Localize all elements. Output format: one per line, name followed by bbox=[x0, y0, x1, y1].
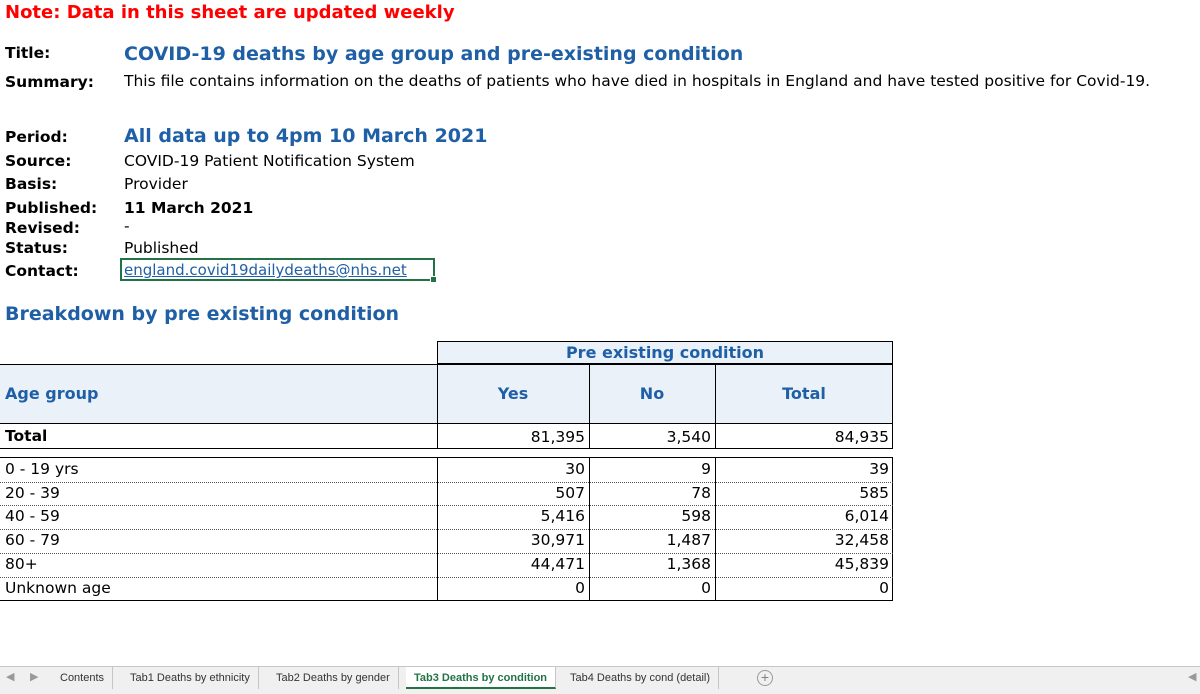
contact-label: Contact: bbox=[5, 262, 79, 280]
row-no-value: 0 bbox=[701, 578, 711, 597]
row-age-label: 80+ bbox=[5, 554, 38, 573]
status-label: Status: bbox=[5, 239, 68, 257]
group-header: Pre existing condition bbox=[437, 341, 893, 364]
tab-contents[interactable]: Contents bbox=[52, 667, 114, 689]
row-total-value: 6,014 bbox=[844, 507, 889, 526]
header-total: Total bbox=[782, 384, 826, 403]
status-value: Published bbox=[124, 239, 199, 257]
total-yes: 81,395 bbox=[530, 428, 585, 446]
scroll-right-icon[interactable]: ▶ bbox=[30, 670, 39, 683]
period-label: Period: bbox=[5, 128, 68, 146]
row-total-value: 32,458 bbox=[834, 531, 889, 550]
published-label: Published: bbox=[5, 199, 98, 217]
row-divider bbox=[0, 505, 893, 507]
published-value: 11 March 2021 bbox=[124, 199, 254, 217]
row-age-label: 60 - 79 bbox=[5, 531, 60, 550]
row-no-value: 9 bbox=[701, 460, 711, 478]
tab-condition-detail[interactable]: Tab4 Deaths by cond (detail) bbox=[562, 667, 720, 689]
update-note: Note: Data in this sheet are updated wee… bbox=[5, 2, 455, 23]
row-no-value: 1,487 bbox=[666, 531, 711, 550]
scroll-end-icon[interactable]: ◀ bbox=[1188, 670, 1197, 683]
row-divider bbox=[0, 481, 893, 483]
title-label: Title: bbox=[5, 44, 51, 62]
row-yes-value: 5,416 bbox=[540, 507, 585, 526]
row-total-value: 0 bbox=[879, 578, 889, 597]
tab-ethnicity[interactable]: Tab1 Deaths by ethnicity bbox=[122, 667, 259, 689]
source-value: COVID-19 Patient Notification System bbox=[124, 152, 415, 170]
table-header-row: Age group Yes No Total bbox=[0, 364, 893, 424]
header-yes: Yes bbox=[497, 384, 529, 403]
row-divider bbox=[0, 576, 893, 578]
sheet-tab-bar: ◀ ▶ Contents Tab1 Deaths by ethnicity Ta… bbox=[0, 666, 1200, 694]
row-yes-value: 30,971 bbox=[530, 531, 585, 550]
row-total-value: 585 bbox=[859, 483, 889, 502]
row-total-value: 45,839 bbox=[834, 554, 889, 573]
scroll-left-icon[interactable]: ◀ bbox=[6, 670, 15, 683]
row-age-label: 40 - 59 bbox=[5, 507, 60, 526]
row-age-label: 20 - 39 bbox=[5, 483, 60, 502]
row-age-label: 0 - 19 yrs bbox=[5, 460, 79, 478]
summary-label: Summary: bbox=[5, 73, 94, 91]
row-no-value: 1,368 bbox=[666, 554, 711, 573]
total-row-label: Total bbox=[5, 427, 48, 445]
row-divider bbox=[0, 552, 893, 554]
row-no-value: 598 bbox=[681, 507, 711, 526]
row-divider bbox=[0, 529, 893, 531]
row-yes-value: 44,471 bbox=[530, 554, 585, 573]
tab-condition[interactable]: Tab3 Deaths by condition bbox=[406, 667, 557, 689]
section-title: Breakdown by pre existing condition bbox=[5, 303, 400, 325]
total-total: 84,935 bbox=[834, 428, 889, 446]
contact-email-link[interactable]: england.covid19dailydeaths@nhs.net bbox=[124, 261, 407, 279]
total-no: 3,540 bbox=[666, 428, 711, 446]
selected-cell-outline[interactable] bbox=[120, 258, 437, 283]
basis-label: Basis: bbox=[5, 175, 58, 193]
source-label: Source: bbox=[5, 152, 72, 170]
row-total-value: 39 bbox=[869, 460, 889, 478]
row-yes-value: 507 bbox=[555, 483, 585, 502]
row-age-label: Unknown age bbox=[5, 578, 111, 597]
revised-value: - bbox=[124, 217, 130, 235]
row-no-value: 78 bbox=[691, 483, 711, 502]
add-sheet-icon[interactable]: + bbox=[757, 670, 773, 686]
basis-value: Provider bbox=[124, 175, 188, 193]
header-no: No bbox=[639, 384, 665, 403]
tab-gender[interactable]: Tab2 Deaths by gender bbox=[268, 667, 399, 689]
revised-label: Revised: bbox=[5, 219, 80, 237]
period-value: All data up to 4pm 10 March 2021 bbox=[124, 125, 488, 147]
summary-value: This file contains information on the de… bbox=[124, 72, 1151, 90]
title-value: COVID-19 deaths by age group and pre-exi… bbox=[124, 43, 744, 65]
row-yes-value: 0 bbox=[575, 578, 585, 597]
header-age-group: Age group bbox=[5, 384, 99, 403]
row-yes-value: 30 bbox=[565, 460, 585, 478]
